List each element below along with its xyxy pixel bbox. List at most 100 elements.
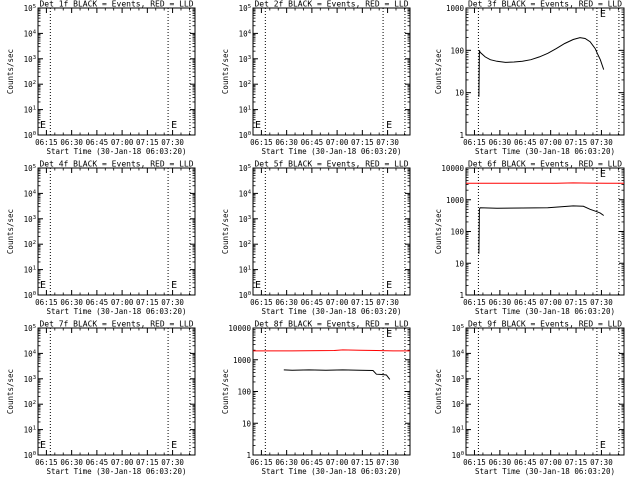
- y-tick-label: 102: [24, 400, 36, 409]
- x-axis-label: Start Time (30-Jan-18 06:03:20): [262, 307, 402, 316]
- x-tick-label: 07:15: [565, 298, 588, 307]
- x-axis-label: Start Time (30-Jan-18 06:03:20): [47, 307, 187, 316]
- x-tick-label: 07:00: [111, 298, 134, 307]
- e-marker: E: [255, 120, 261, 131]
- y-tick-label: 104: [24, 29, 37, 38]
- y-tick-label: 102: [239, 80, 251, 89]
- y-tick-label: 102: [24, 240, 36, 249]
- panel-title: Det 3f BLACK = Events, RED = LLD: [468, 0, 622, 9]
- panel-det-6f: Det 6f BLACK = Events, RED = LLDCounts/s…: [434, 160, 624, 317]
- y-tick-label: 1000: [446, 4, 465, 13]
- panel-det-1f: Det 1f BLACK = Events, RED = LLDCounts/s…: [6, 0, 195, 156]
- panel-det-9f: Det 9f BLACK = Events, RED = LLDCounts/s…: [434, 320, 624, 477]
- x-tick-label: 06:45: [86, 138, 109, 147]
- events-series-line: [479, 206, 604, 254]
- x-tick-label: 07:00: [326, 458, 349, 467]
- e-marker: E: [600, 440, 606, 451]
- y-tick-label: 105: [24, 324, 36, 333]
- plot-frame: [466, 168, 624, 295]
- x-tick-label: 06:30: [489, 458, 512, 467]
- y-tick-label: 10: [242, 419, 252, 428]
- y-tick-label: 104: [452, 349, 465, 358]
- x-tick-label: 06:30: [60, 298, 83, 307]
- x-axis-label: Start Time (30-Jan-18 06:03:20): [262, 147, 402, 156]
- lld-series-line: [253, 350, 410, 351]
- x-tick-label: 06:15: [35, 298, 58, 307]
- x-tick-label: 06:15: [250, 138, 273, 147]
- x-tick-label: 06:45: [514, 298, 537, 307]
- y-axis-label: Counts/sec: [6, 369, 15, 414]
- x-tick-label: 06:30: [489, 298, 512, 307]
- x-tick-label: 07:15: [136, 298, 159, 307]
- y-tick-label: 105: [239, 4, 251, 13]
- x-tick-label: 07:00: [326, 138, 349, 147]
- x-tick-label: 06:45: [301, 138, 324, 147]
- e-marker: E: [600, 9, 606, 20]
- y-axis-label: Counts/sec: [434, 49, 443, 94]
- x-tick-label: 06:15: [463, 298, 486, 307]
- panel-title: Det 5f BLACK = Events, RED = LLD: [254, 160, 408, 169]
- x-tick-label: 07:15: [351, 458, 374, 467]
- x-tick-label: 07:30: [590, 458, 613, 467]
- y-tick-label: 10000: [228, 324, 251, 333]
- y-tick-label: 102: [24, 80, 36, 89]
- panel-det-8f: Det 8f BLACK = Events, RED = LLDCounts/s…: [221, 320, 410, 477]
- x-tick-label: 06:30: [489, 138, 512, 147]
- y-tick-label: 101: [24, 106, 36, 115]
- x-tick-label: 07:15: [136, 458, 159, 467]
- x-tick-label: 06:30: [60, 458, 83, 467]
- x-tick-label: 06:30: [275, 138, 298, 147]
- e-marker: E: [40, 120, 46, 131]
- x-tick-label: 07:30: [376, 138, 399, 147]
- y-tick-label: 104: [239, 189, 252, 198]
- e-marker: E: [386, 280, 392, 291]
- y-tick-label: 105: [24, 4, 36, 13]
- y-tick-label: 10: [455, 89, 465, 98]
- panel-title: Det 1f BLACK = Events, RED = LLD: [39, 0, 193, 9]
- e-marker: E: [171, 280, 177, 291]
- x-tick-label: 06:15: [35, 458, 58, 467]
- y-axis-label: Counts/sec: [221, 369, 230, 414]
- x-tick-label: 06:15: [250, 298, 273, 307]
- panel-title: Det 7f BLACK = Events, RED = LLD: [39, 320, 193, 329]
- e-marker: E: [171, 440, 177, 451]
- x-tick-label: 06:45: [86, 458, 109, 467]
- e-marker: E: [40, 280, 46, 291]
- x-tick-label: 06:45: [301, 298, 324, 307]
- y-tick-label: 103: [239, 55, 251, 64]
- y-tick-label: 100: [452, 451, 464, 460]
- x-axis-label: Start Time (30-Jan-18 06:03:20): [475, 307, 615, 316]
- x-tick-label: 06:45: [301, 458, 324, 467]
- y-tick-label: 103: [452, 375, 464, 384]
- y-tick-label: 100: [237, 388, 251, 397]
- y-tick-label: 1000: [446, 196, 465, 205]
- x-tick-label: 07:00: [539, 298, 562, 307]
- plot-frame: [38, 168, 195, 295]
- y-tick-label: 101: [239, 266, 251, 275]
- events-series-line: [284, 370, 390, 380]
- x-axis-label: Start Time (30-Jan-18 06:03:20): [475, 467, 615, 476]
- y-axis-label: Counts/sec: [434, 369, 443, 414]
- y-axis-label: Counts/sec: [6, 209, 15, 254]
- e-marker: E: [40, 440, 46, 451]
- x-tick-label: 06:45: [514, 138, 537, 147]
- y-tick-label: 103: [24, 375, 36, 384]
- x-axis-label: Start Time (30-Jan-18 06:03:20): [47, 147, 187, 156]
- plot-frame: [253, 328, 410, 455]
- panel-det-7f: Det 7f BLACK = Events, RED = LLD Counts/s…: [6, 320, 195, 477]
- x-tick-label: 07:15: [351, 298, 374, 307]
- y-axis-label: Counts/sec: [221, 49, 230, 94]
- x-axis-label: Start Time (30-Jan-18 06:03:20): [475, 147, 615, 156]
- y-tick-label: 102: [452, 400, 464, 409]
- x-tick-label: 06:30: [275, 298, 298, 307]
- plot-frame: [466, 328, 624, 455]
- x-tick-label: 07:30: [161, 458, 184, 467]
- y-tick-label: 103: [239, 215, 251, 224]
- y-tick-label: 104: [24, 349, 37, 358]
- y-tick-label: 105: [239, 164, 251, 173]
- y-tick-label: 101: [239, 106, 251, 115]
- panel-title: Det 6f BLACK = Events, RED = LLD: [468, 160, 622, 169]
- x-tick-label: 07:30: [376, 458, 399, 467]
